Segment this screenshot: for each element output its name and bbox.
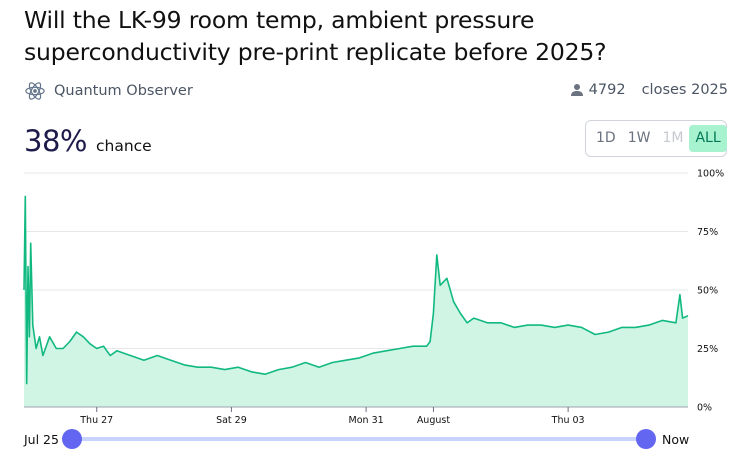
slider-track[interactable] <box>72 437 646 441</box>
slider-start-label: Jul 25 <box>24 432 59 447</box>
user-icon <box>570 84 583 96</box>
x-tick-label: August <box>417 415 451 425</box>
probability-value: 38% <box>24 124 87 158</box>
range-1w-button[interactable]: 1W <box>627 130 651 146</box>
question-title: Will the LK-99 room temp, ambient pressu… <box>24 6 607 66</box>
probability-label: chance <box>95 137 152 155</box>
atom-icon <box>25 82 45 100</box>
meta-row: Quantum Observer 4792 closes 2025 <box>24 80 728 104</box>
x-tick-label: Thu 27 <box>79 415 113 425</box>
group-name[interactable]: Quantum Observer <box>54 83 193 99</box>
slider-start-handle[interactable] <box>62 429 82 449</box>
probability-area <box>24 196 688 407</box>
probability-chart: 0% 25% 50% 75% 100% Thu 27 Sat 29 Mon 31 August T… <box>23 169 724 425</box>
x-tick-label: Thu 03 <box>551 415 585 425</box>
x-tick-label: Mon 31 <box>349 415 384 425</box>
time-range-selector: 1D 1W 1M ALL <box>585 120 727 157</box>
y-tick-label: 25% <box>697 344 718 355</box>
probability-line <box>23 195 689 385</box>
time-slider: Jul 25 Now <box>0 426 744 452</box>
range-1m-button: 1M <box>662 130 684 146</box>
y-tick-label: 75% <box>697 227 718 238</box>
traders-count: 4792 <box>588 82 626 98</box>
market-stats: 4792 closes 2025 <box>570 82 728 98</box>
x-tick-label: Sat 29 <box>216 415 247 425</box>
y-tick-label: 50% <box>697 286 718 297</box>
y-tick-label: 0% <box>697 403 712 414</box>
range-all-button[interactable]: ALL <box>689 125 727 152</box>
group-link[interactable]: Quantum Observer <box>24 80 193 102</box>
y-tick-label: 100% <box>697 169 724 180</box>
slider-end-handle[interactable] <box>636 429 656 449</box>
probability-display: 38% chance <box>24 124 152 158</box>
range-1d-button[interactable]: 1D <box>596 130 616 146</box>
slider-end-label: Now <box>662 432 690 447</box>
close-date: closes 2025 <box>641 82 728 98</box>
